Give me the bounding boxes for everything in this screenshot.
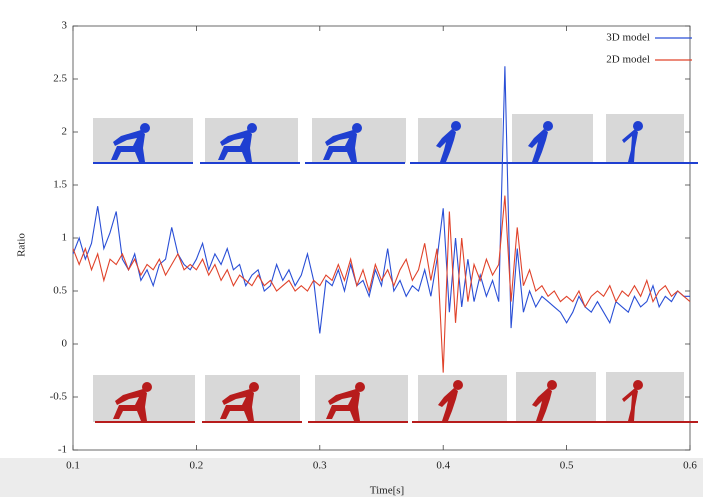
x-tick-label: 0.5 (560, 460, 574, 472)
y-tick-label: 1.5 (53, 179, 67, 191)
pose-figures-2d (93, 372, 698, 423)
x-tick-label: 0.4 (436, 460, 450, 472)
y-tick-label: 3 (62, 20, 68, 32)
y-tick-label: -1 (58, 444, 67, 456)
x-axis-label: Time[s] (370, 485, 404, 497)
bottom-band (0, 458, 703, 497)
y-axis-label: Ratio (16, 233, 28, 257)
y-tick-label: 2 (62, 126, 68, 138)
legend-label: 2D model (606, 54, 650, 66)
pose-figures-3d (93, 114, 698, 164)
y-tick-label: 2.5 (53, 73, 67, 85)
y-tick-label: 0 (62, 338, 68, 350)
y-tick-label: -0.5 (50, 391, 68, 403)
x-tick-label: 0.3 (313, 460, 327, 472)
y-tick-label: 1 (62, 232, 68, 244)
legend-label: 3D model (606, 32, 650, 44)
data-line (72, 195, 691, 373)
x-tick-label: 0.2 (190, 460, 204, 472)
x-tick-label: 0.6 (683, 460, 697, 472)
data-line (72, 66, 690, 334)
x-tick-label: 0.1 (66, 460, 80, 472)
y-tick-label: 0.5 (53, 285, 67, 297)
